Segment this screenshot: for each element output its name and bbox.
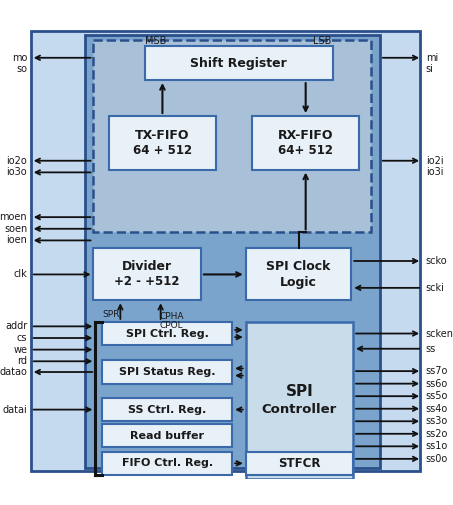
Bar [102,398,232,421]
Text: moen: moen [0,212,27,222]
Text: clk: clk [14,270,27,279]
Text: datao: datao [0,367,27,377]
Text: soen: soen [4,224,27,234]
Text: io3i: io3i [426,167,443,177]
Text: cs: cs [17,333,27,343]
Text: Read buffer: Read buffer [130,431,204,440]
Text: ss2o: ss2o [426,429,448,439]
Text: SPR: SPR [103,310,120,319]
Bar [102,424,232,447]
Text: SS Ctrl. Reg.: SS Ctrl. Reg. [128,405,207,415]
Text: CPOL: CPOL [159,321,183,330]
Text: mi: mi [426,53,438,63]
Text: ss7o: ss7o [426,366,448,376]
Text: Shift Register: Shift Register [190,57,287,70]
Text: io2i: io2i [426,156,443,166]
Text: so: so [16,64,27,74]
Text: Logic: Logic [280,276,317,289]
Text: scken: scken [426,329,453,338]
Text: addr: addr [5,321,27,331]
Text: +2 - +512: +2 - +512 [115,275,180,288]
Text: mo: mo [12,53,27,63]
Bar [246,322,353,479]
Text: SPI Ctrl. Reg.: SPI Ctrl. Reg. [126,329,209,338]
Text: TX-FIFO: TX-FIFO [135,129,190,142]
Bar [102,451,232,475]
Text: ss3o: ss3o [426,416,448,426]
Text: 64 + 512: 64 + 512 [133,144,192,158]
Bar [246,248,352,300]
Text: we: we [13,344,27,355]
Bar [93,248,201,300]
Text: ss: ss [426,344,436,354]
Text: scko: scko [426,256,447,266]
Text: FIFO Ctrl. Reg.: FIFO Ctrl. Reg. [122,459,213,468]
Text: Controller: Controller [262,402,337,416]
Text: MSB: MSB [145,36,166,46]
Text: SPI Status Reg.: SPI Status Reg. [119,367,216,377]
Bar [252,116,359,170]
Bar [145,46,333,80]
Text: SPI: SPI [285,384,313,399]
Bar [102,322,232,345]
Text: ss4o: ss4o [426,403,448,414]
Bar [85,35,380,468]
Text: ioen: ioen [6,235,27,245]
Text: CPHA: CPHA [159,312,183,321]
Text: scki: scki [426,283,444,293]
Text: rd: rd [17,356,27,366]
Text: STFCR: STFCR [278,457,321,470]
Bar [246,451,353,475]
Text: SPI Clock: SPI Clock [266,260,331,273]
Text: Divider: Divider [122,260,172,273]
Text: ss6o: ss6o [426,379,448,389]
Text: datai: datai [3,405,27,415]
Text: io2o: io2o [6,156,27,166]
Bar [109,116,216,170]
Bar [102,361,232,384]
Bar [93,40,371,232]
Text: ss1o: ss1o [426,441,448,451]
Text: RX-FIFO: RX-FIFO [278,129,333,142]
Text: LSB: LSB [313,36,331,46]
Text: ss0o: ss0o [426,454,448,464]
Text: 64+ 512: 64+ 512 [278,144,333,158]
Text: ss5o: ss5o [426,391,448,401]
Text: io3o: io3o [7,167,27,177]
Text: si: si [426,64,434,74]
